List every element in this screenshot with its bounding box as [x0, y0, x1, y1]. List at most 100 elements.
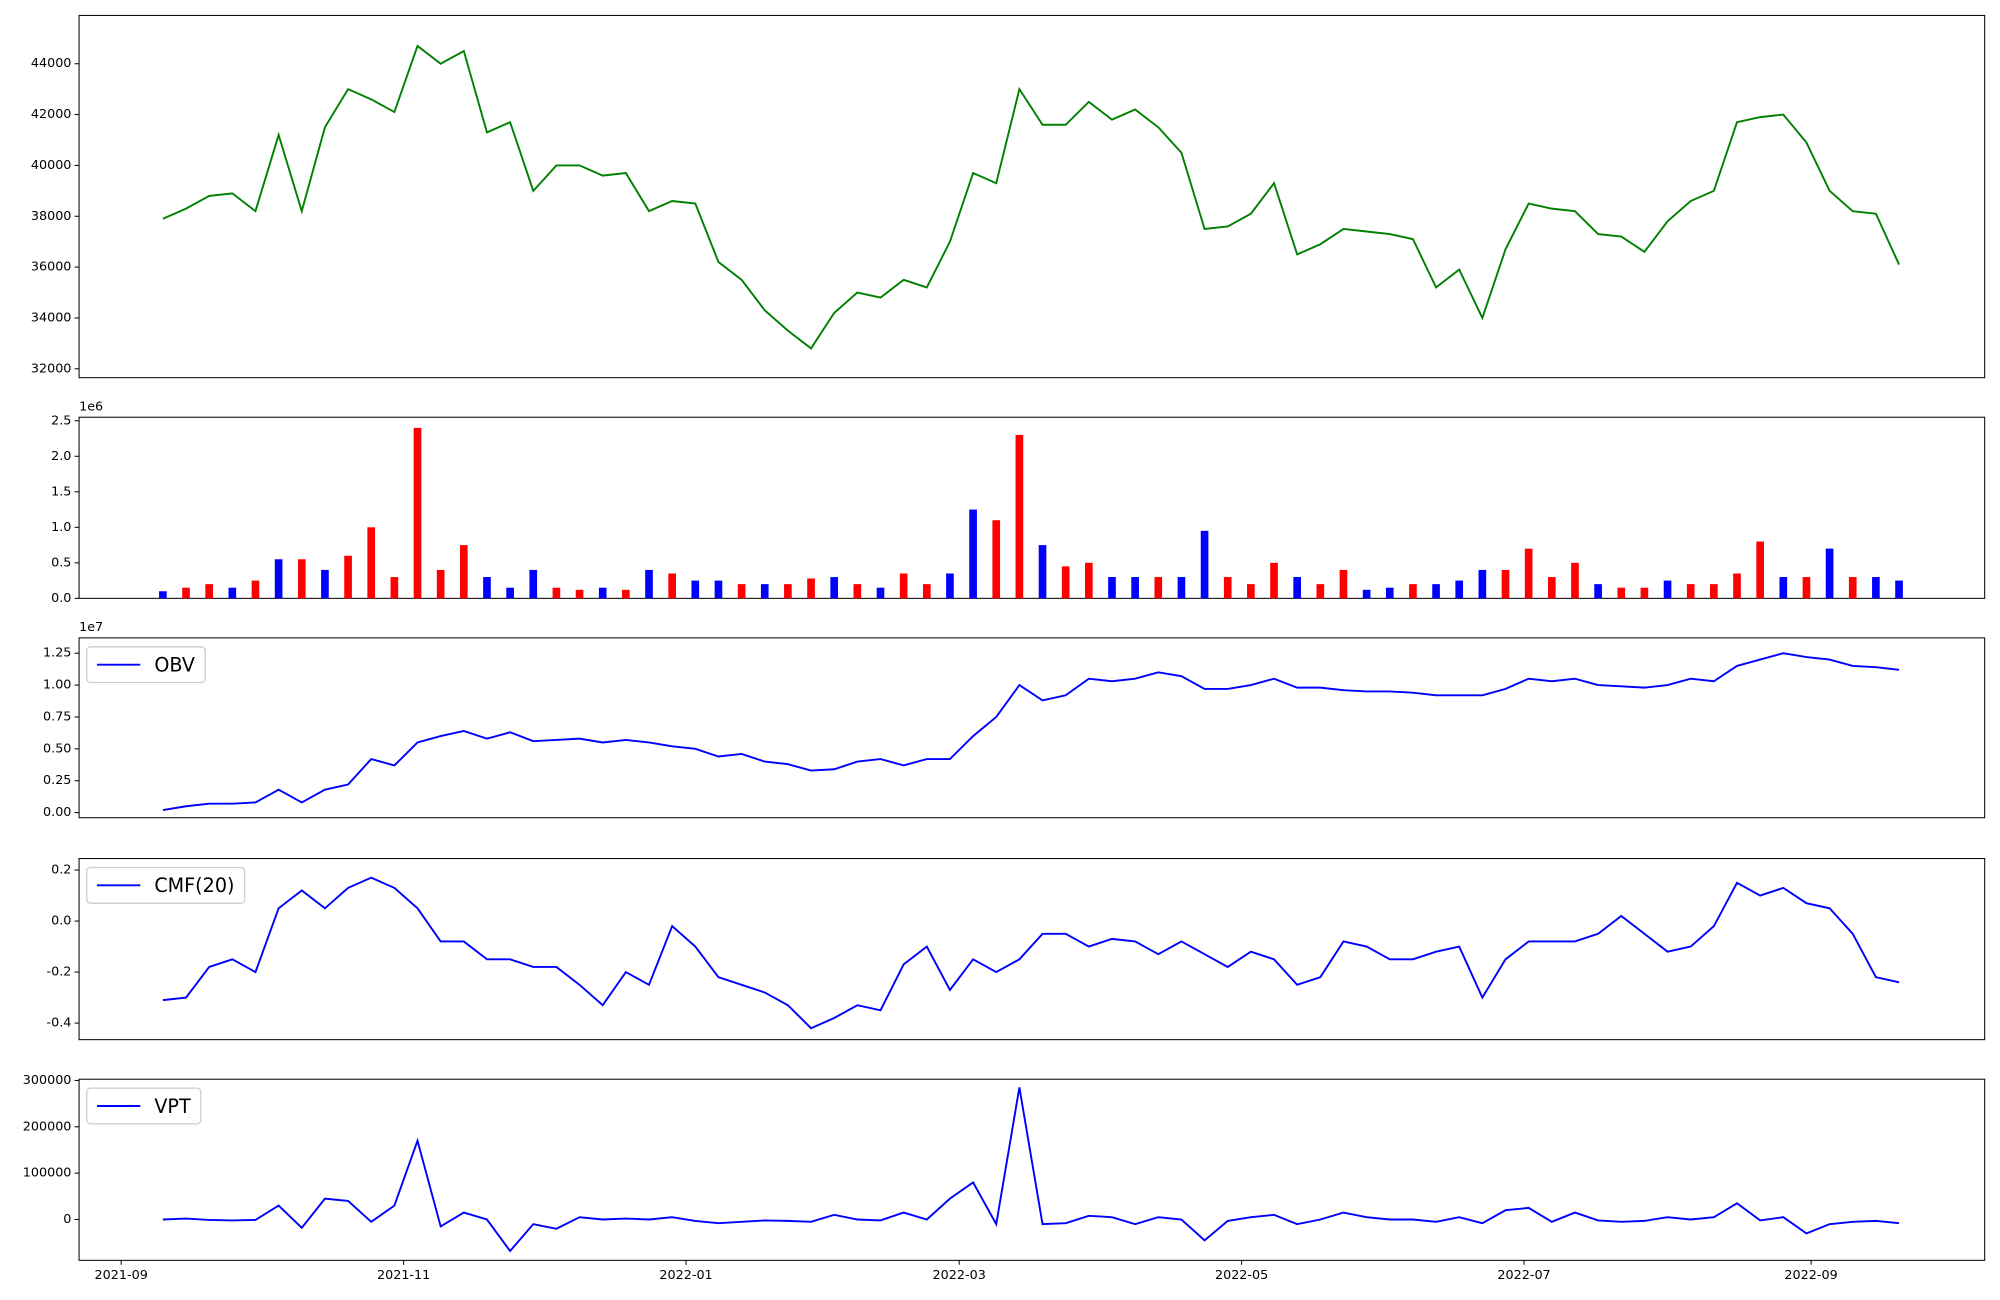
volume-bar: [575, 589, 584, 599]
volume-bar: [691, 580, 700, 599]
volume-bar: [1177, 577, 1186, 599]
y-tick-label: -0.2: [47, 965, 72, 980]
volume-bar: [1686, 584, 1695, 599]
volume-bar: [552, 587, 561, 599]
volume-bar: [390, 577, 399, 599]
volume-bar: [1478, 569, 1487, 599]
volume-bar: [1270, 562, 1278, 599]
volume-bar: [737, 584, 746, 599]
volume-bar: [1385, 587, 1394, 599]
volume-bar: [1547, 577, 1556, 599]
axes-frame: [78, 858, 1986, 1041]
y-tick-label: 0.0: [51, 591, 71, 606]
volume-bar: [1316, 584, 1325, 599]
volume-bar: [344, 555, 352, 599]
volume-bar: [159, 591, 167, 599]
x-tick-label: 2022-03: [933, 1268, 986, 1283]
volume-bar: [876, 587, 885, 599]
volume-bar: [529, 569, 538, 599]
volume-bar: [1848, 577, 1857, 599]
legend-box: [86, 1087, 202, 1125]
line-series: [162, 652, 1900, 812]
y-tick-label: 1.25: [43, 646, 71, 661]
volume-bar: [992, 520, 1001, 599]
volume-bar: [321, 569, 329, 599]
y-offset-label: 1e7: [79, 620, 103, 635]
y-tick-label: -0.4: [47, 1016, 72, 1031]
volume-bar: [506, 587, 514, 599]
volume-bar: [1362, 589, 1371, 599]
volume-bar: [228, 587, 237, 599]
x-tick-label: 2021-11: [377, 1268, 430, 1283]
volume-bar: [1432, 584, 1440, 599]
y-tick-label: 1.00: [43, 678, 71, 693]
line-series: [162, 1087, 1900, 1253]
y-tick-label: 0.0: [51, 914, 71, 929]
volume-bar: [1825, 548, 1834, 599]
y-tick-label: 40000: [31, 158, 72, 173]
x-tick-label: 2021-09: [95, 1268, 148, 1283]
volume-bar: [1501, 569, 1510, 599]
volume-bar: [1895, 580, 1903, 599]
volume-bar: [483, 577, 491, 599]
volume-bar: [760, 584, 769, 599]
volume-bar: [1293, 577, 1301, 599]
volume-bar: [784, 584, 792, 599]
y-tick-label: 0.2: [51, 863, 71, 878]
volume-bar: [1594, 584, 1602, 599]
axes-frame: [78, 416, 1986, 599]
legend-label: VPT: [154, 1095, 191, 1118]
volume-bar: [969, 509, 977, 599]
y-tick-label: 2.0: [51, 449, 71, 464]
volume-bar: [598, 587, 607, 599]
line-series: [162, 44, 1900, 350]
y-tick-label: 0: [63, 1212, 71, 1227]
y-tick-label: 1.0: [51, 520, 71, 535]
volume-bar: [1455, 580, 1464, 599]
axes-frame: [78, 14, 1986, 379]
y-tick-label: 0.25: [43, 773, 71, 788]
volume-bar: [1409, 584, 1417, 599]
volume-bar: [1872, 577, 1880, 599]
volume-bar: [205, 584, 214, 599]
volume-bar: [1733, 573, 1741, 599]
x-tick-label: 2022-05: [1215, 1268, 1268, 1283]
volume-bar: [946, 573, 954, 599]
y-tick-label: 0.50: [43, 741, 71, 756]
axes-frame: [78, 637, 1986, 819]
volume-bar: [297, 559, 306, 599]
volume-bar: [274, 559, 283, 599]
y-tick-label: 300000: [23, 1073, 72, 1088]
volume-bar: [459, 545, 468, 599]
volume-bar: [1154, 577, 1163, 599]
y-tick-label: 0.00: [43, 805, 71, 820]
volume-bar: [922, 584, 931, 599]
volume-bar: [1085, 562, 1093, 599]
volume-bar: [1710, 584, 1718, 599]
volume-bar: [413, 427, 422, 599]
line-series: [162, 876, 1900, 1030]
legend: CMF(20): [86, 866, 246, 904]
volume-bar: [182, 587, 190, 599]
legend: VPT: [86, 1087, 202, 1125]
volume-bar: [1802, 577, 1811, 599]
volume-bar: [622, 589, 630, 599]
volume-bar: [1640, 587, 1649, 599]
axes-frame: [78, 1078, 1986, 1261]
x-tick-label: 2022-01: [659, 1268, 712, 1283]
volume-bar: [1339, 569, 1348, 599]
y-tick-label: 36000: [31, 260, 72, 275]
volume-bar: [853, 584, 862, 599]
volume-bar: [1571, 562, 1579, 599]
y-tick-label: 42000: [31, 107, 72, 122]
y-tick-label: 0.75: [43, 709, 71, 724]
volume-bar: [1524, 548, 1533, 599]
legend-box: [86, 646, 206, 684]
volume-bar: [1247, 584, 1255, 599]
volume-bar: [807, 578, 815, 599]
volume-bar: [899, 573, 908, 599]
volume-bar: [1015, 434, 1024, 599]
y-tick-label: 38000: [31, 209, 72, 224]
y-tick-label: 2.5: [51, 413, 71, 428]
